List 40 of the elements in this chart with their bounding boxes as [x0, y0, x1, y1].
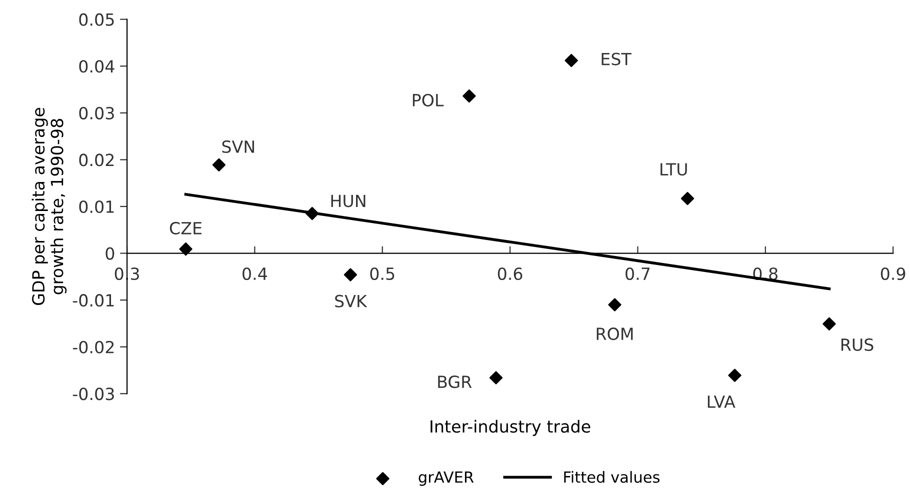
- legend-label: grAVER: [418, 472, 474, 486]
- point: [608, 298, 622, 312]
- point: [564, 54, 578, 68]
- point: [728, 368, 742, 382]
- annotation: RUS: [841, 338, 874, 351]
- y-axis-title: GDP per capita average growth rate, 1990-98: [32, 108, 67, 306]
- legend-label: Fitted values: [564, 471, 660, 483]
- y-tick-label: -0.02: [72, 340, 114, 354]
- point: [179, 242, 192, 256]
- annotation: LTU: [660, 163, 687, 176]
- point: [306, 206, 319, 220]
- annotation: SVN: [222, 140, 254, 154]
- x-tick-label: 0.9: [880, 267, 906, 280]
- y-tick-label: 0.05: [79, 13, 114, 26]
- x-tick-label: 0.6: [498, 267, 522, 280]
- annotation: EST: [602, 52, 632, 66]
- annotation: BGR: [438, 376, 472, 388]
- annotation: HUN: [331, 194, 366, 208]
- x-tick-label: 0.5: [370, 267, 394, 280]
- point: [212, 158, 226, 172]
- y-tick-label: 0.02: [79, 154, 114, 166]
- y-tick-label: 0: [106, 247, 114, 260]
- y-tick-label: 0.04: [79, 60, 114, 73]
- x-axis-title: Inter-industry trade: [430, 420, 590, 436]
- annotation: SVK: [335, 294, 368, 308]
- y-tick-label: 0.01: [79, 200, 114, 214]
- annotation: POL: [412, 94, 444, 106]
- point: [344, 268, 358, 282]
- x-tick-label: 0.7: [626, 267, 650, 280]
- point: [489, 371, 503, 384]
- annotation: LVA: [708, 396, 736, 408]
- x-tick-label: 0.4: [242, 267, 268, 280]
- point: [822, 317, 836, 331]
- y-tick-label: -0.01: [72, 294, 114, 307]
- annotation: ROM: [596, 328, 633, 340]
- y-tick-label: -0.03: [72, 388, 114, 400]
- annotation: CZE: [170, 222, 202, 234]
- y-tick-label: 0.03: [79, 106, 114, 120]
- point: [462, 89, 476, 103]
- point: [680, 192, 694, 206]
